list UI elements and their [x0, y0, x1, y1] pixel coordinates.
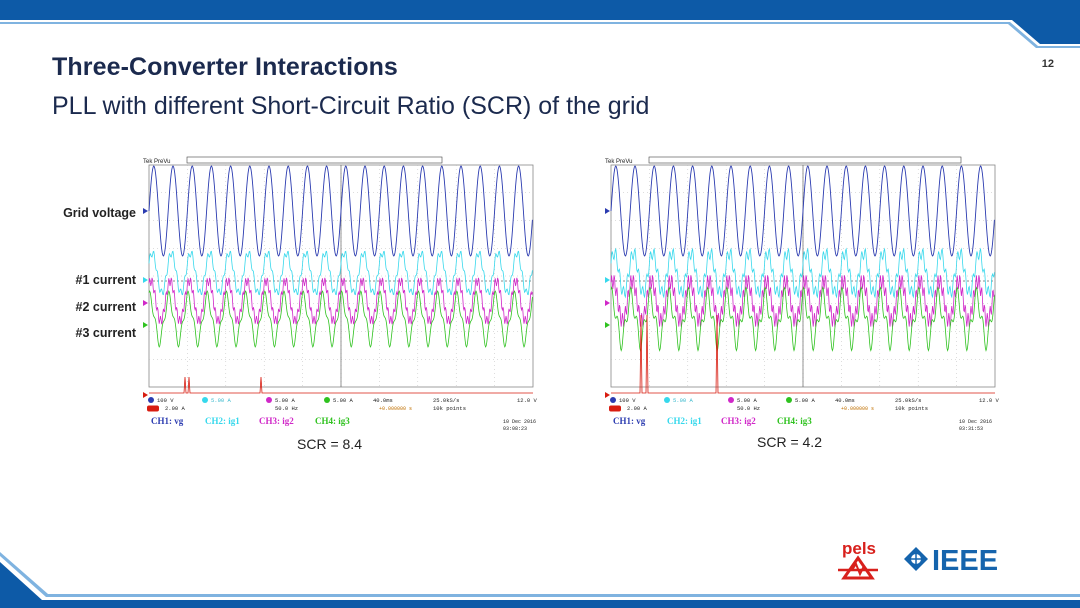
pels-logo-text: pels [842, 539, 876, 558]
math-frequency: 50.0 Hz [275, 405, 298, 412]
scope-canvas: Tek PreVu 100 V 5.00 A 5.00 A 5.00 A 2.0… [143, 156, 538, 432]
ch4-scale: 5.00 A [333, 397, 354, 404]
current3-label: #3 current [75, 326, 136, 340]
legend-ch3: CH3: ig2 [721, 416, 756, 426]
scope-canvas: Tek PreVu 100 V 5.00 A 5.00 A 5.00 A 2.0… [605, 156, 1000, 432]
capture-date: 10 Dec 2016 [959, 419, 992, 425]
slide-title: Three-Converter Interactions [52, 53, 398, 81]
trigger-level: 12.0 V [979, 397, 1000, 404]
ch1-scale: 100 V [157, 397, 174, 404]
legend-ch3: CH3: ig2 [259, 416, 294, 426]
legend-ch4: CH4: ig3 [315, 416, 350, 426]
ch1-scale: 100 V [619, 397, 636, 404]
scope-settings: 100 V 5.00 A 5.00 A 5.00 A 2.00 A 50.0 H… [147, 397, 538, 432]
ch3-scale: 5.00 A [737, 397, 758, 404]
scr-caption-left: SCR = 8.4 [297, 436, 362, 452]
current1-label: #1 current [75, 273, 136, 287]
sample-rate: 25.0kS/s [895, 397, 921, 404]
oscilloscope-scr-4-2: Tek PreVu 100 V 5.00 A 5.00 A 5.00 A 2.0… [605, 155, 1001, 435]
trigger-level: 12.0 V [517, 397, 538, 404]
slide-subtitle: PLL with different Short-Circuit Ratio (… [52, 92, 650, 120]
capture-time: 03:31:53 [959, 426, 983, 432]
legend-ch4: CH4: ig3 [777, 416, 812, 426]
bottom-band [0, 552, 1080, 608]
capture-date: 10 Dec 2016 [503, 419, 536, 425]
current2-label: #2 current [75, 300, 136, 314]
pels-logo: pels [838, 539, 878, 580]
scope-grid [605, 164, 996, 398]
scope-header: Tek PreVu [605, 159, 632, 165]
trigger-position: +0.000000 s [379, 406, 412, 412]
legend-ch1: CH1: vg [151, 416, 184, 426]
scope-grid [143, 164, 534, 398]
trigger-position: +0.000000 s [841, 406, 874, 412]
ch2-scale: 5.00 A [673, 397, 694, 404]
timebase: 40.0ms [373, 397, 393, 404]
scope-legend: CH1: vg CH2: ig1 CH3: ig2 CH4: ig3 [151, 416, 350, 426]
scope-traces [148, 165, 533, 394]
grid-voltage-label: Grid voltage [63, 206, 136, 220]
ch4-scale: 5.00 A [795, 397, 816, 404]
page-number: 12 [1041, 58, 1054, 70]
legend-ch2: CH2: ig1 [205, 416, 240, 426]
oscilloscope-scr-8-4: Tek PreVu 100 V 5.00 A 5.00 A 5.00 A 2.0… [143, 155, 539, 435]
math-frequency: 50.0 Hz [737, 405, 760, 412]
ch3-scale: 5.00 A [275, 397, 296, 404]
logos: pels IEEE [838, 539, 998, 580]
sample-rate: 25.0kS/s [433, 397, 459, 404]
record-length: 10k points [895, 405, 928, 412]
record-length: 10k points [433, 405, 466, 412]
legend-ch1: CH1: vg [613, 416, 646, 426]
ch2-scale: 5.00 A [211, 397, 232, 404]
scope-traces [610, 165, 995, 394]
legend-ch2: CH2: ig1 [667, 416, 702, 426]
scope-settings: 100 V 5.00 A 5.00 A 5.00 A 2.00 A 50.0 H… [609, 397, 1000, 432]
timebase: 40.0ms [835, 397, 855, 404]
scr-caption-right: SCR = 4.2 [757, 434, 822, 450]
math-scale: 2.00 A [627, 405, 648, 412]
capture-time: 03:08:23 [503, 426, 527, 432]
top-band [0, 0, 1080, 48]
scope-legend: CH1: vg CH2: ig1 CH3: ig2 CH4: ig3 [613, 416, 812, 426]
ieee-logo-text: IEEE [932, 545, 998, 577]
scope-header: Tek PreVu [143, 159, 170, 165]
math-scale: 2.00 A [165, 405, 186, 412]
ieee-logo: IEEE [904, 545, 998, 577]
